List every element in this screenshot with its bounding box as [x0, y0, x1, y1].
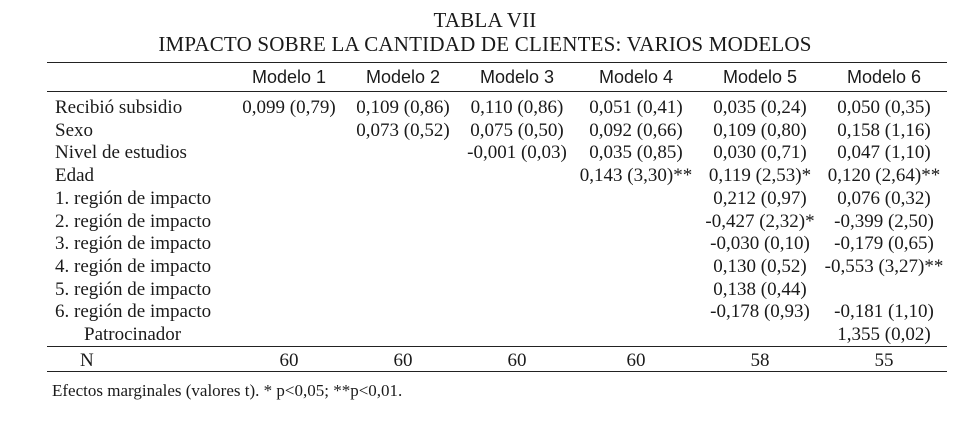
row-label: 3. región de impacto [55, 233, 212, 255]
table-cell: -0,553 (3,27)** [824, 255, 944, 277]
bottom-rule [47, 371, 947, 372]
table-cell: 0,143 (3,30)** [579, 165, 693, 187]
table-cell: -0,427 (2,32)* [705, 210, 815, 232]
row-label: 4. región de impacto [55, 255, 212, 277]
table-cell: 0,073 (0,52) [356, 119, 450, 141]
column-header: Modelo 2 [365, 67, 441, 87]
table-cell: 0,050 (0,35) [837, 97, 931, 118]
table-cell: 0,075 (0,50) [470, 119, 564, 141]
table-cell: 0,109 (0,80) [713, 119, 807, 141]
table-cell: 0,030 (0,71) [713, 142, 807, 164]
n-row-cell: 55 [874, 350, 894, 371]
table-cell: 0,158 (1,16) [837, 119, 931, 141]
table-cell: 0,138 (0,44) [713, 278, 807, 300]
top-rule [47, 62, 947, 63]
table-cell: -0,178 (0,93) [710, 301, 810, 323]
n-row-label: N [80, 350, 94, 371]
table-cell: -0,181 (1,10) [834, 301, 934, 323]
table-cell: 0,110 (0,86) [470, 97, 564, 118]
table-cell: -0,179 (0,65) [834, 233, 934, 255]
n-row-cell: 58 [750, 350, 770, 371]
row-label: Edad [55, 165, 95, 187]
table-cell: 0,130 (0,52) [713, 255, 807, 277]
table-footnote: Efectos marginales (valores t). * p<0,05… [52, 381, 403, 400]
column-header: Modelo 6 [846, 67, 922, 87]
table-cell: 0,076 (0,32) [837, 187, 931, 209]
column-header: Modelo 5 [722, 67, 798, 87]
table-cell: 0,035 (0,85) [589, 142, 683, 164]
row-label: 1. región de impacto [55, 187, 212, 209]
n-row-cell: 60 [626, 350, 646, 371]
n-row-cell: 60 [507, 350, 527, 371]
table-cell: 0,047 (1,10) [837, 142, 931, 164]
row-label: Sexo [55, 119, 93, 141]
table-cell: 0,212 (0,97) [713, 187, 807, 209]
header-rule [47, 91, 947, 92]
row-label: 2. región de impacto [55, 210, 212, 232]
table-cell: -0,399 (2,50) [834, 210, 934, 232]
row-label: 6. región de impacto [55, 301, 212, 323]
table-cell: 0,092 (0,66) [589, 119, 683, 141]
table-cell: 0,119 (2,53)* [708, 165, 812, 187]
row-label: Nivel de estudios [55, 142, 187, 164]
column-header: Modelo 4 [598, 67, 674, 87]
column-header: Modelo 1 [251, 67, 327, 87]
table-number: TABLA VII [433, 8, 537, 32]
row-label: Recibió subsidio [55, 97, 183, 118]
table-cell: -0,001 (0,03) [467, 142, 567, 164]
table-cell: 0,035 (0,24) [713, 97, 807, 118]
row-label: 5. región de impacto [55, 278, 212, 300]
table-title: IMPACTO SOBRE LA CANTIDAD DE CLIENTES: V… [158, 32, 812, 56]
n-row-rule [47, 346, 947, 347]
table-cell: 0,120 (2,64)** [827, 165, 941, 187]
n-row-cell: 60 [393, 350, 413, 371]
table-cell: 0,099 (0,79) [242, 97, 336, 118]
table-cell: -0,030 (0,10) [710, 233, 810, 255]
column-header: Modelo 3 [479, 67, 555, 87]
table-cell: 0,051 (0,41) [589, 97, 683, 118]
n-row-cell: 60 [279, 350, 299, 371]
row-label: Patrocinador [84, 324, 182, 345]
table-cell: 0,109 (0,86) [356, 97, 450, 118]
table-cell: 1,355 (0,02) [837, 324, 931, 345]
